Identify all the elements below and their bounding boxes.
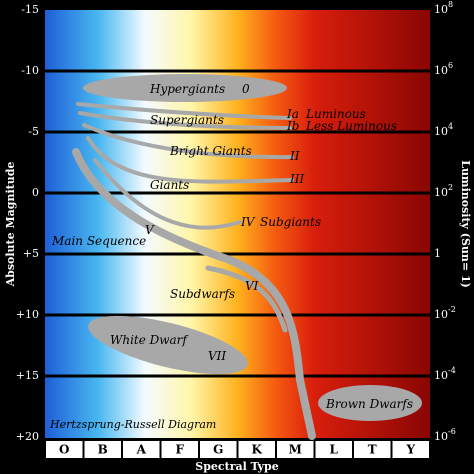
right-tick-label: 1 [434,247,441,260]
right-tick-label: 10-6 [434,427,456,443]
left-axis-title: Absolute Magnitude [4,162,17,288]
label: II [289,149,300,163]
tick-base: 10 [434,3,448,16]
hypergiant-region [83,74,287,102]
label: Hypergiants [149,82,225,96]
label: Subgiants [260,215,321,229]
label: 0 [242,82,250,96]
spectral-type: O [59,443,69,457]
label: Main Sequence [51,234,146,248]
left-tick-label: 0 [32,186,39,199]
label: White Dwarf [110,333,189,347]
left-tick-label: +20 [16,430,39,443]
spectral-type: M [289,443,302,457]
spectral-type: T [368,443,377,457]
right-tick-label: 108 [434,0,453,16]
tick-exponent: 6 [448,61,453,70]
tick-base: 1 [434,247,441,260]
tick-base: 10 [434,64,448,77]
left-tick-label: -15 [21,3,39,16]
spectral-type: Y [405,443,415,457]
bottom-axis-title: Spectral Type [195,460,278,473]
label: IV [240,215,256,229]
spectral-type: F [175,443,184,457]
spectral-box [84,441,121,458]
label: VII [208,349,226,363]
main-sequence [72,148,316,440]
right-tick-label: 104 [434,122,453,138]
tick-exponent: 8 [448,0,453,9]
brown-dwarf-region [318,385,422,421]
spectral-type: B [98,443,108,457]
spectral-box [354,441,391,458]
label: Ib [286,119,299,133]
spectral-type: A [136,443,147,457]
left-tick-label: -5 [28,125,39,138]
spectral-box [123,441,160,458]
spectral-box [200,441,237,458]
label: Ia [286,107,299,121]
tick-exponent: 2 [448,183,453,192]
diagram-title: Hertzsprung-Russell Diagram [49,418,216,431]
tick-exponent: -6 [448,427,456,436]
white-dwarf-region [88,315,248,375]
tick-base: 10 [434,308,448,321]
axes: -15-10-50+5+10+15+20108106104102110-210-… [16,0,456,458]
label: Supergiants [150,113,224,127]
tick-base: 10 [434,369,448,382]
label: Subdwarfs [170,287,235,301]
label: V [145,223,155,237]
subdwarf-band [205,265,288,333]
label: Less Luminous [305,119,397,133]
tick-base: 10 [434,430,448,443]
spectral-type: G [213,443,223,457]
spectral-box [238,441,275,458]
tick-exponent: -2 [448,305,456,314]
label: Giants [150,178,189,192]
supergiant-band [78,111,292,130]
spectral-box [161,441,198,458]
supergiant-band [76,102,292,120]
spectral-box [392,441,429,458]
spectral-type: L [330,443,339,457]
giant-band [86,136,294,184]
right-tick-label: 106 [434,61,453,77]
right-axis-title: Luminosity (Sun= 1) [459,160,472,288]
left-tick-label: +10 [16,308,39,321]
label: Bright Giants [169,144,252,158]
left-tick-label: +5 [23,247,39,260]
left-tick-label: -10 [21,64,39,77]
tick-exponent: 4 [448,122,453,131]
label: Luminous [305,107,366,121]
right-tick-label: 102 [434,183,453,199]
label: Brown Dwarfs [325,397,413,411]
tick-exponent: -4 [448,366,456,375]
spectral-box [277,441,314,458]
spectral-box [46,441,83,458]
spectral-type: K [252,443,263,457]
spectral-box [315,441,352,458]
label: VI [245,279,259,293]
subgiant-band [93,158,242,230]
tick-base: 10 [434,125,448,138]
bright-giant-band [82,123,294,160]
right-tick-label: 10-4 [434,366,456,382]
tick-base: 10 [434,186,448,199]
left-tick-label: +15 [16,369,39,382]
label: III [289,172,304,186]
right-tick-label: 10-2 [434,305,456,321]
